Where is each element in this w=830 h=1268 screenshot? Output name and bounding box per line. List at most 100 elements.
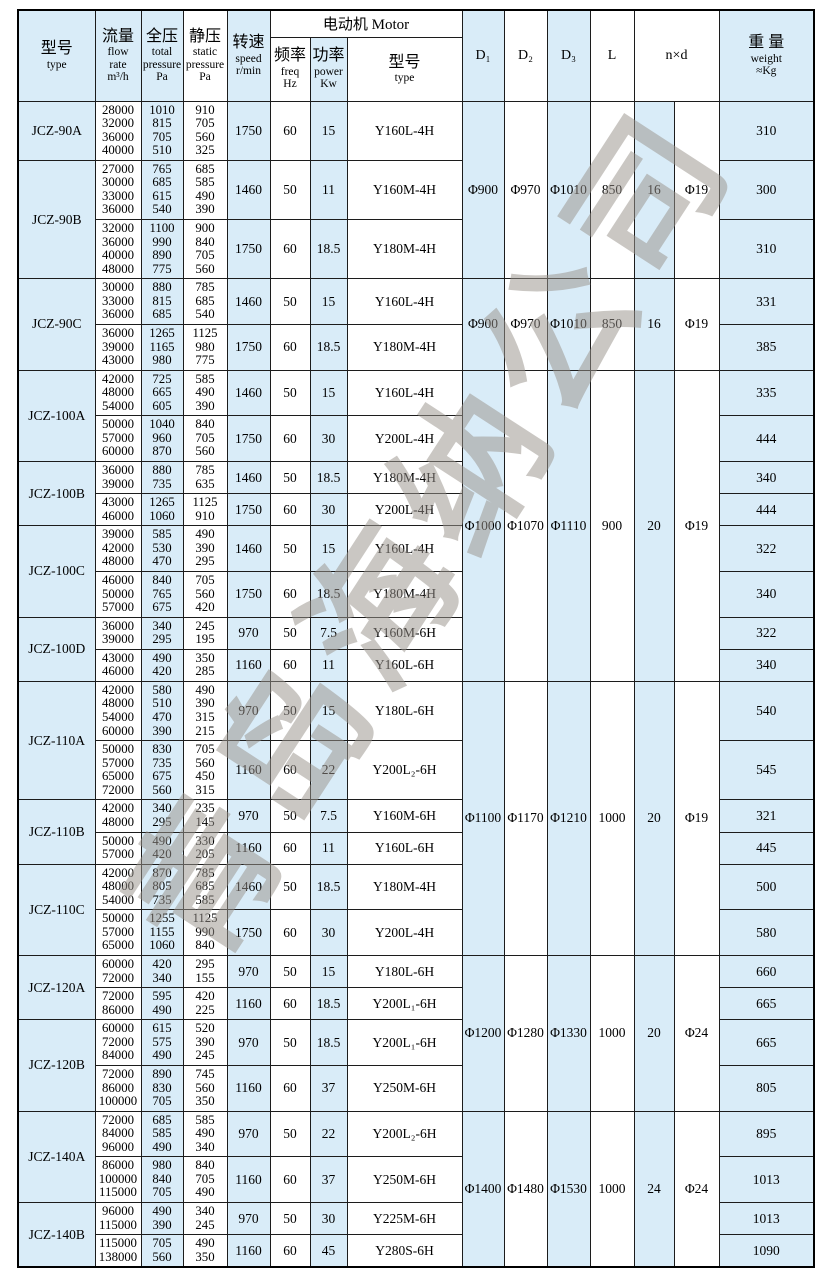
header-motor-type-en: type <box>394 71 415 84</box>
d2-cell: Φ970 <box>503 100 548 280</box>
total-pressure-cell: 420 340 <box>140 954 184 989</box>
flow-cell: 72000 86000 100000 <box>94 1064 142 1112</box>
freq-cell: 50 <box>269 616 311 650</box>
model-cell: JCZ-120B <box>17 1019 96 1112</box>
freq-cell: 50 <box>269 278 311 325</box>
speed-cell: 970 <box>226 1019 271 1066</box>
flow-cell: 72000 84000 96000 <box>94 1110 142 1158</box>
model-cell: JCZ-110C <box>17 863 96 957</box>
d3-cell: Φ1530 <box>546 1110 591 1268</box>
total-pressure-cell: 840 765 675 <box>140 570 184 618</box>
table-header: 型号 type 流量 flow rate m³/h 全压 total press… <box>17 9 815 102</box>
d1-cell: Φ1400 <box>461 1110 505 1268</box>
flow-cell: 36000 39000 <box>94 616 142 650</box>
power-cell: 15 <box>309 369 348 417</box>
column-header-motor-group: 电动机 Motor <box>269 9 463 38</box>
total-pressure-cell: 830 735 675 560 <box>140 740 184 801</box>
flow-cell: 28000 32000 36000 40000 <box>94 100 142 161</box>
d1-cell: Φ1200 <box>461 955 505 1112</box>
static-pressure-cell: 705 560 450 315 <box>182 740 228 801</box>
speed-cell: 1750 <box>226 415 271 462</box>
table-row: JCZ-110C 42000 48000 54000 870 805 735 785 … <box>17 863 815 957</box>
freq-cell: 60 <box>269 493 311 527</box>
column-header-d2: D₂ <box>503 9 548 102</box>
speed-cell: 1160 <box>226 831 271 865</box>
motor-type-cell: Y200L-4H <box>346 909 463 956</box>
total-pressure-cell: 870 805 735 <box>140 863 184 911</box>
freq-cell: 50 <box>269 1110 311 1158</box>
static-pressure-cell: 840 705 490 <box>182 1156 228 1203</box>
table-body: JCZ-90A 28000 32000 36000 40000 1010 815 7… <box>17 100 815 1268</box>
flow-cell: 43000 46000 <box>94 648 142 682</box>
weight-cell: 340 <box>718 570 815 618</box>
d-cell: Φ19 <box>673 680 720 957</box>
header-static-zh: 静压 <box>188 27 221 45</box>
power-cell: 37 <box>309 1156 348 1203</box>
n-cell: 20 <box>633 680 675 957</box>
header-weight-en: weight ≈Kg <box>750 52 782 77</box>
header-total-zh: 全压 <box>145 27 178 45</box>
power-cell: 37 <box>309 1064 348 1112</box>
motor-type-cell: Y250M-6H <box>346 1156 463 1203</box>
d-cell: Φ24 <box>673 1110 720 1268</box>
motor-type-cell: Y160L-6H <box>346 648 463 682</box>
total-pressure-cell: 340 295 <box>140 616 184 650</box>
flow-cell: 60000 72000 <box>94 954 142 989</box>
freq-cell: 60 <box>269 831 311 865</box>
static-pressure-cell: 340 245 <box>182 1201 228 1236</box>
flow-cell: 42000 48000 54000 <box>94 863 142 911</box>
static-pressure-cell: 490 350 <box>182 1234 228 1268</box>
static-pressure-cell: 785 635 <box>182 460 228 495</box>
static-pressure-cell: 585 490 340 <box>182 1110 228 1158</box>
power-cell: 15 <box>309 100 348 161</box>
column-header-d1: D₁ <box>461 9 505 102</box>
flow-cell: 50000 57000 65000 <box>94 909 142 956</box>
static-pressure-cell: 910 705 560 325 <box>182 100 228 161</box>
total-pressure-cell: 595 490 <box>140 987 184 1021</box>
flow-cell: 50000 57000 60000 <box>94 415 142 462</box>
motor-type-cell: Y200L-4H <box>346 415 463 462</box>
d2-cell: Φ970 <box>503 278 548 371</box>
table-row: 43000 46000 1265 1060 1125 910 1750 60 30 Y200… <box>18 493 815 527</box>
static-pressure-cell: 1125 910 <box>182 493 228 527</box>
total-pressure-cell: 880 735 <box>140 460 184 495</box>
motor-type-cell: Y180M-4H <box>346 570 463 618</box>
spec-table: 型号 type 流量 flow rate m³/h 全压 total press… <box>17 9 815 1268</box>
header-speed-zh: 转速 <box>232 34 265 52</box>
motor-type-cell: Y160M-4H <box>346 159 463 221</box>
freq-cell: 60 <box>269 1156 311 1203</box>
header-flow-en: flow rate m³/h <box>107 46 129 84</box>
static-pressure-cell: 1125 980 775 <box>182 323 228 371</box>
header-flow-zh: 流量 <box>101 27 134 45</box>
freq-cell: 60 <box>269 909 311 956</box>
model-cell: JCZ-140A <box>17 1110 96 1204</box>
weight-cell: 445 <box>718 831 815 865</box>
power-cell: 7.5 <box>309 799 348 833</box>
total-pressure-cell: 705 560 <box>140 1234 184 1268</box>
freq-cell: 60 <box>269 740 311 801</box>
power-cell: 18.5 <box>309 460 348 495</box>
weight-cell: 310 <box>718 218 815 280</box>
d3-cell: Φ1110 <box>546 369 591 682</box>
speed-cell: 1460 <box>226 460 271 495</box>
header-model-en: type <box>46 58 67 71</box>
static-pressure-cell: 295 155 <box>182 954 228 989</box>
l-cell: 1000 <box>589 1110 635 1268</box>
motor-type-cell: Y280S-6H <box>346 1234 463 1268</box>
power-cell: 11 <box>309 831 348 865</box>
total-pressure-cell: 1010 815 705 510 <box>140 100 184 161</box>
freq-cell: 50 <box>269 525 311 572</box>
l-cell: 1000 <box>589 955 635 1112</box>
flow-cell: 27000 30000 33000 36000 <box>94 159 142 221</box>
header-freq-zh: 频率 <box>273 47 306 65</box>
static-pressure-cell: 705 560 420 <box>182 570 228 618</box>
d1-cell: Φ900 <box>461 100 505 280</box>
motor-type-cell: Y160L-4H <box>346 525 463 572</box>
model-cell: JCZ-110B <box>17 799 96 865</box>
flow-cell: 60000 72000 84000 <box>94 1019 142 1066</box>
total-pressure-cell: 490 420 <box>140 648 184 682</box>
weight-cell: 665 <box>718 1019 815 1066</box>
spec-sheet: 型号 type 流量 flow rate m³/h 全压 total press… <box>17 9 815 1268</box>
static-pressure-cell: 785 685 585 <box>182 863 228 911</box>
speed-cell: 1160 <box>226 740 271 801</box>
